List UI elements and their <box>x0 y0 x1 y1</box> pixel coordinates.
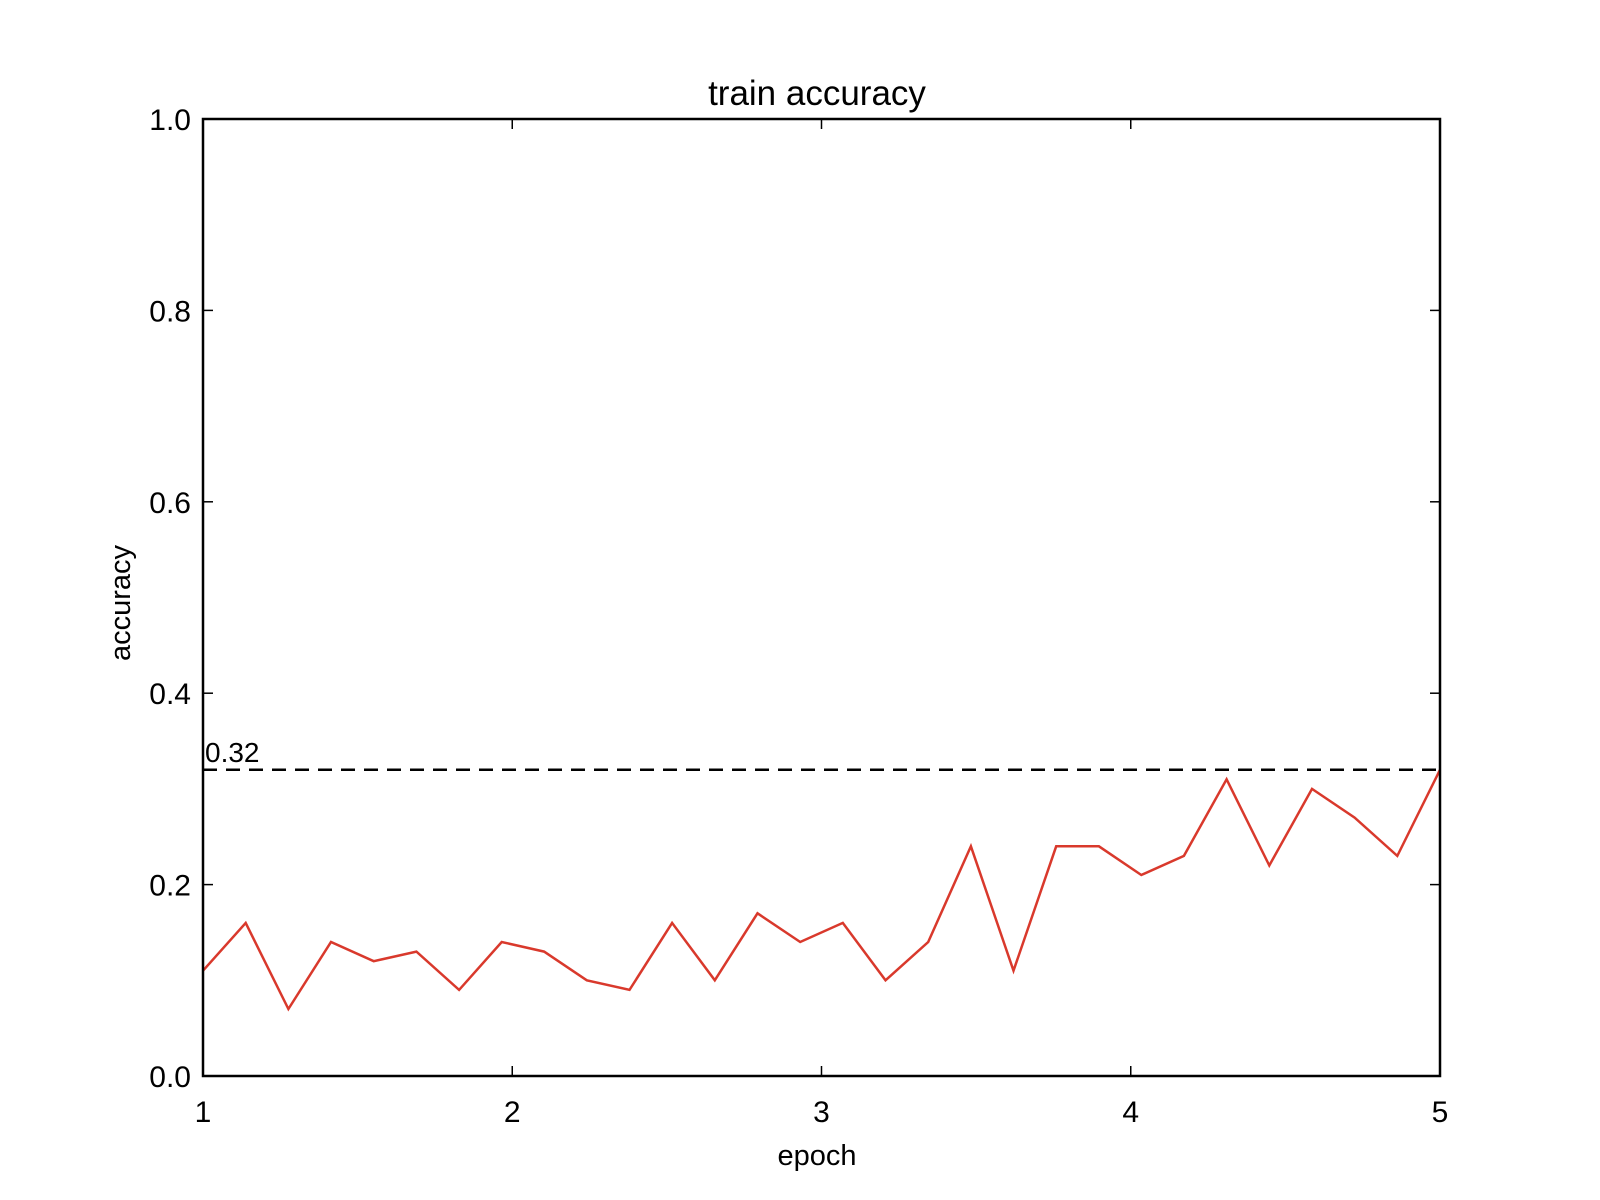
plot-frame <box>201 117 1442 1078</box>
x-tick-label: 4 <box>1122 1096 1139 1129</box>
y-tick-label: 0.6 <box>149 487 191 520</box>
y-tick-label: 0.0 <box>149 1061 191 1094</box>
x-axis-title: epoch <box>777 1140 856 1172</box>
y-tick-label: 0.4 <box>149 678 191 711</box>
x-tick-label: 3 <box>813 1096 830 1129</box>
y-axis-title: accuracy <box>105 544 137 661</box>
chart-title: train accuracy <box>708 74 926 113</box>
x-tick-label: 2 <box>504 1096 521 1129</box>
x-tick-label: 1 <box>195 1096 212 1129</box>
x-tick-label: 5 <box>1432 1096 1449 1129</box>
reference-line-label: 0.32 <box>205 737 260 768</box>
y-tick-label: 1.0 <box>149 104 191 137</box>
y-tick-label: 0.8 <box>149 295 191 328</box>
y-tick-label: 0.2 <box>149 870 191 903</box>
series-line <box>202 769 1442 1012</box>
